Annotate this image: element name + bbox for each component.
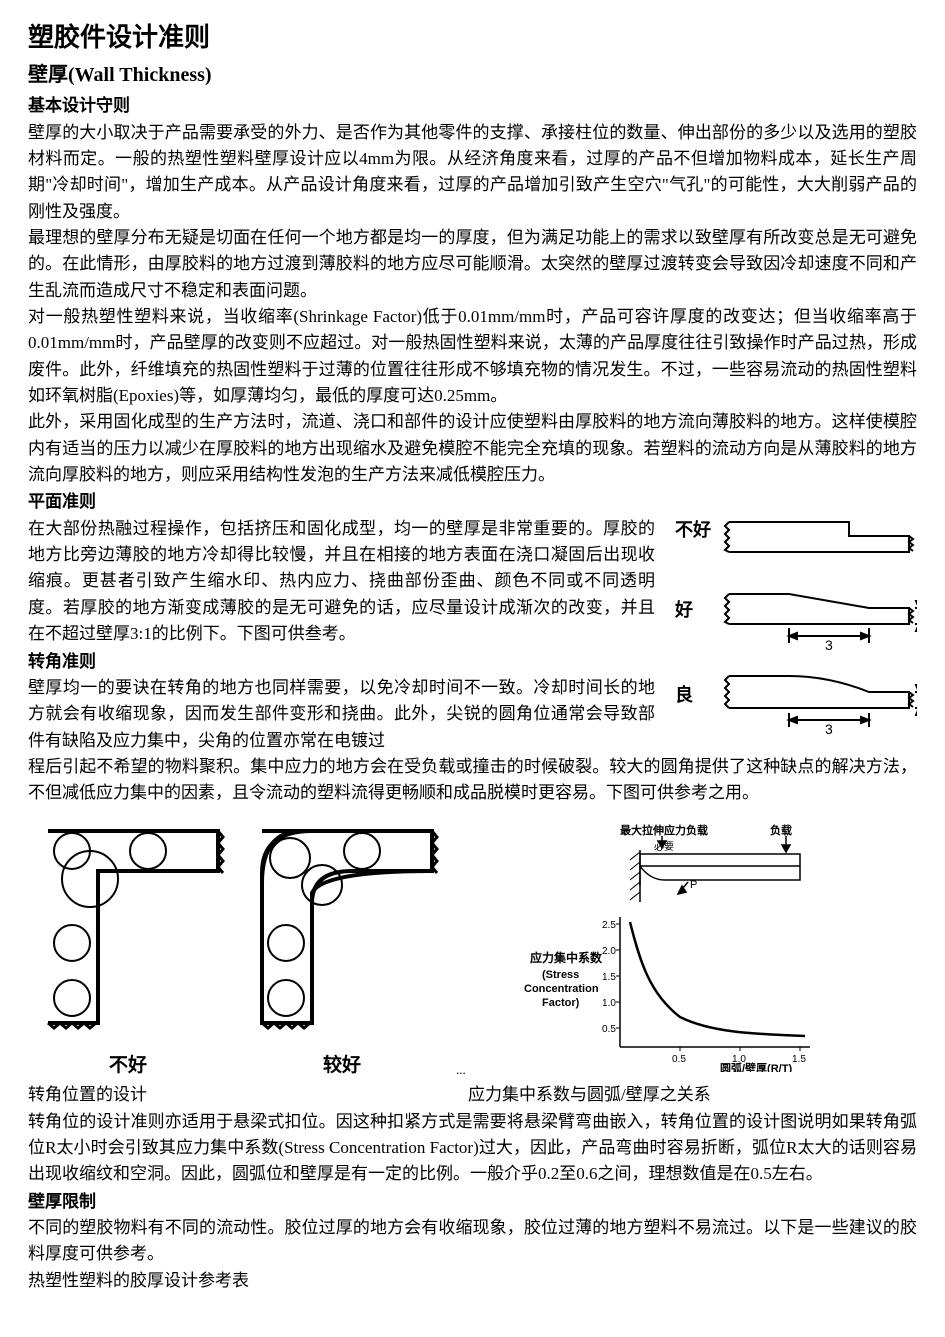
para: 转角位的设计准则亦适用于悬梁式扣位。因这种扣紧方式是需要将悬梁臂弯曲嵌入，转角位… <box>28 1109 917 1188</box>
label-best: 良 <box>675 684 693 705</box>
para: 最理想的壁厚分布无疑是切面在任何一个地方都是均一的厚度，但为满足功能上的需求以致… <box>28 225 917 304</box>
para: 不同的塑胶物料有不同的流动性。胶位过厚的地方会有收缩现象，胶位过薄的地方塑料不易… <box>28 1215 917 1268</box>
wall-transition-figure: 不好 好 3 1 <box>669 516 917 744</box>
ellipsis: ... <box>456 1060 476 1080</box>
dim-h2: 3 <box>825 721 833 736</box>
caption-left: 转角位置的设计 <box>28 1082 468 1108</box>
ylabel-cn: 应力集中系数 <box>530 950 603 965</box>
stress-chart: 最大拉伸应力负载 负载 必要 P <box>490 822 917 1080</box>
xlabel: 圆弧/壁厚(R/T) <box>720 1061 792 1072</box>
dim-h: 3 <box>825 637 833 653</box>
ytick: 1.0 <box>602 998 616 1009</box>
subheading-basic: 基本设计守则 <box>28 93 917 119</box>
label-bad: 不好 <box>675 519 711 540</box>
chart-top-label2: 负载 <box>770 823 792 837</box>
corner-good-label: 较好 <box>242 1051 442 1080</box>
xtick: 1.5 <box>792 1054 806 1065</box>
subheading-limit: 壁厚限制 <box>28 1189 917 1215</box>
section-heading: 壁厚(Wall Thickness) <box>28 60 917 91</box>
para: 壁厚的大小取决于产品需要承受的外力、是否作为其他零件的支撑、承接柱位的数量、伸出… <box>28 120 917 225</box>
label-good: 好 <box>674 599 693 620</box>
ylabel-en2: Concentration <box>524 983 599 995</box>
chart-p-label: P <box>690 879 697 891</box>
xtick: 0.5 <box>672 1054 686 1065</box>
para: 程后引起不希望的物料聚积。集中应力的地方会在受负载或撞击的时候破裂。较大的圆角提… <box>28 754 917 807</box>
para: 热塑性塑料的胶厚设计参考表 <box>28 1268 917 1294</box>
caption-right: 应力集中系数与圆弧/壁厚之关系 <box>468 1082 711 1108</box>
corner-bad-label: 不好 <box>28 1051 228 1080</box>
para: 壁厚均一的要诀在转角的地方也同样需要，以免冷却时间不一致。冷却时间长的地方就会有… <box>28 675 655 754</box>
ytick: 1.5 <box>602 972 616 983</box>
para: 在大部份热融过程操作，包括挤压和固化成型，均一的壁厚是非常重要的。厚胶的地方比旁… <box>28 516 655 648</box>
ytick: 2.0 <box>602 946 616 957</box>
ylabel-en1: (Stress <box>542 969 579 981</box>
para: 此外，采用固化成型的生产方法时，流道、浇口和部件的设计应使塑料由厚胶料的地方流向… <box>28 409 917 488</box>
ylabel-en3: Factor) <box>542 997 580 1009</box>
corner-good-figure: 较好 <box>242 813 442 1081</box>
ytick: 2.5 <box>602 920 616 931</box>
ytick: 0.5 <box>602 1024 616 1035</box>
corner-bad-figure: 不好 <box>28 813 228 1081</box>
chart-top-label1: 最大拉伸应力负载 <box>620 823 708 837</box>
subheading-corner: 转角准则 <box>28 649 655 675</box>
subheading-plane: 平面准则 <box>28 489 917 515</box>
chart-arrow-label: 必要 <box>654 840 674 853</box>
para: 对一般热塑性塑料来说，当收缩率(Shrinkage Factor)低于0.01m… <box>28 304 917 409</box>
doc-title: 塑胶件设计准则 <box>28 18 917 58</box>
